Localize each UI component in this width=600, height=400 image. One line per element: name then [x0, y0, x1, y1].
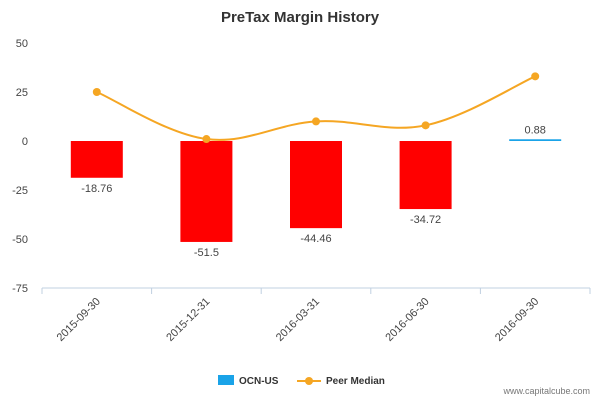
peer-median-point: [312, 117, 320, 126]
x-tick-label: 2015-09-30: [55, 296, 103, 344]
bar: [399, 141, 452, 210]
bar-data-label: 0.88: [524, 124, 545, 136]
chart-title: PreTax Margin History: [221, 9, 380, 26]
bar: [509, 139, 562, 141]
x-tick-label: 2015-12-31: [164, 296, 212, 344]
peer-median-point: [92, 88, 101, 96]
y-tick-label: -75: [12, 283, 28, 295]
legend: OCN-US Peer Median: [218, 375, 385, 387]
y-tick-label: -50: [12, 234, 28, 246]
x-tick-label: 2016-03-31: [274, 296, 322, 344]
peer-median-series: [92, 72, 540, 144]
bar: [290, 141, 342, 229]
y-tick-label: 25: [16, 87, 28, 99]
bar-data-label: -44.46: [300, 233, 331, 245]
x-tick-label: 2016-09-30: [493, 296, 541, 344]
legend-swatch-ocn-us: [218, 375, 234, 385]
peer-median-point: [531, 72, 540, 81]
y-tick-label: 0: [22, 136, 28, 148]
peer-median-point: [421, 121, 430, 130]
x-axis: 2015-09-30 2015-12-31 2016-03-31 2016-06-30…: [41, 287, 591, 344]
y-axis: 50 25 0 -25 -50 -75: [12, 38, 28, 295]
peer-median-point: [202, 135, 211, 144]
bar: [180, 141, 233, 242]
y-tick-label: 50: [16, 38, 28, 50]
legend-marker-peer-median: [305, 377, 313, 385]
legend-label-ocn-us: OCN-US: [239, 376, 279, 387]
bar-data-label: -18.76: [81, 183, 112, 195]
legend-label-peer-median: Peer Median: [326, 376, 385, 387]
x-tick-label: 2016-06-30: [383, 296, 431, 344]
bar-data-label: -51.5: [194, 247, 219, 259]
y-tick-label: -25: [12, 185, 28, 197]
bar-data-labels: -18.76 -51.5 -44.46 -34.72 0.88: [81, 124, 546, 259]
bar: [70, 141, 123, 178]
peer-median-line: [96, 75, 536, 141]
bar-data-label: -34.72: [410, 214, 441, 226]
bar-series-ocn-us: [70, 139, 562, 242]
credit-text: www.capitalcube.com: [502, 386, 590, 396]
